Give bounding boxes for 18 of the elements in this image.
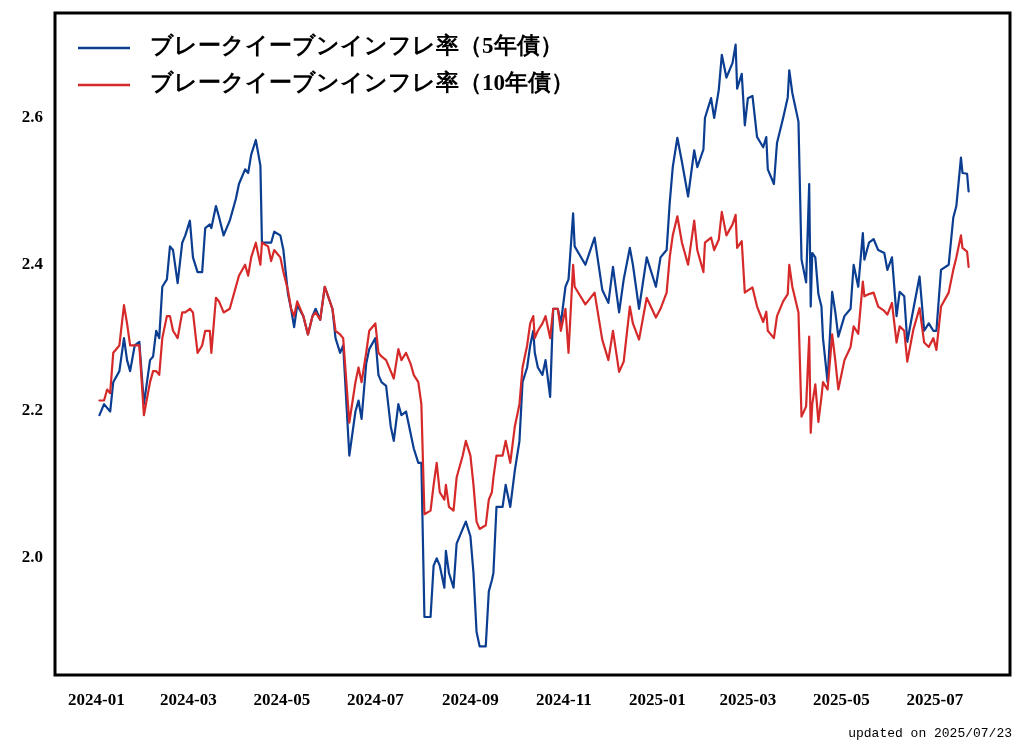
y-tick-label: 2.6 (21, 106, 43, 126)
x-tick-label: 2025-01 (629, 690, 686, 709)
x-tick-label: 2024-03 (160, 690, 217, 709)
x-tick-label: 2024-05 (253, 690, 311, 709)
x-tick-label: 2024-11 (536, 690, 592, 709)
legend-label: ブレークイーブンインフレ率（5年債） (150, 32, 563, 59)
text: updated on 2025/07/23 (848, 726, 1012, 741)
x-tick-label: 2024-09 (442, 690, 499, 709)
x-tick-label: 2025-03 (719, 690, 777, 709)
x-tick-label: 2025-07 (906, 690, 964, 709)
x-tick-label: 2024-01 (68, 690, 125, 709)
y-tick-label: 2.2 (21, 400, 43, 420)
line-series (98, 210, 970, 531)
x-tick-label: 2025-05 (813, 690, 870, 709)
y-tick-label: 2.4 (21, 253, 44, 273)
y-tick-label: 2.0 (21, 547, 43, 567)
x-tick-label: 2024-07 (347, 690, 405, 709)
legend-label: ブレークイーブンインフレ率（10年債） (150, 69, 574, 96)
